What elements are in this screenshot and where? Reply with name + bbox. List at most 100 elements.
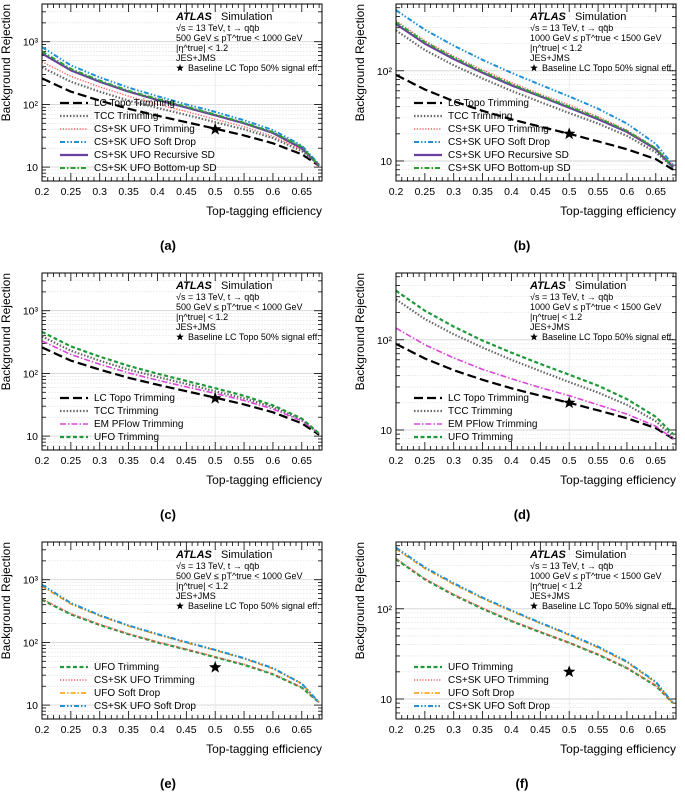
x-tick-label: 0.2 <box>35 455 50 467</box>
series-group <box>42 330 320 436</box>
x-tick-label: 0.25 <box>61 186 82 198</box>
x-tick-label: 0.6 <box>620 724 635 736</box>
x-tick-label: 0.45 <box>530 186 551 198</box>
legend-label: TCC Trimming <box>94 111 158 122</box>
x-tick-label: 0.6 <box>620 455 635 467</box>
panel-label: (a) <box>160 238 176 253</box>
info-line: √s = 13 TeV, t → qq̄b <box>176 292 259 302</box>
legend-star-icon <box>530 602 538 610</box>
x-tick-label: 0.2 <box>35 186 50 198</box>
info-line: 500 GeV ≤ pT^true < 1000 GeV <box>176 33 303 43</box>
x-tick-label: 0.4 <box>504 186 519 198</box>
legend-label: UFO Soft Drop <box>448 688 515 699</box>
atlas-label: ATLAS <box>529 11 567 23</box>
legend-label: CS+SK UFO Trimming <box>94 675 195 686</box>
y-tick-label: 10² <box>377 335 393 347</box>
info-line: JES+JMS <box>530 591 570 601</box>
x-tick-label: 0.65 <box>292 455 313 467</box>
panel-f: 0.2 0.25 0.3 0.35 0.4 0.45 0.5 0.55 0.6 0.65 10 10²… <box>353 541 677 791</box>
y-tick-label: 10² <box>377 66 393 78</box>
y-axis-label: Background Rejection <box>0 273 13 390</box>
x-tick-label: 0.2 <box>389 455 404 467</box>
series-line-cssktrim <box>42 598 320 704</box>
y-tick-label: 10² <box>23 368 39 380</box>
y-tick-label: 10³ <box>23 575 39 587</box>
legend-label: CS+SK UFO Bottom-up SD <box>94 163 217 174</box>
legend-label: CS+SK UFO Soft Drop <box>94 701 196 712</box>
y-tick-label: 10 <box>26 700 38 712</box>
x-tick-label: 0.4 <box>150 724 165 736</box>
panel-d: 0.2 0.25 0.3 0.35 0.4 0.45 0.5 0.55 0.6 0.65 10 10²… <box>353 272 677 522</box>
legend-label: UFO Trimming <box>94 662 159 673</box>
info-line: JES+JMS <box>176 591 216 601</box>
plot-frame <box>41 541 323 720</box>
legend-label: CS+SK UFO Recursive SD <box>448 150 569 161</box>
baseline-star-marker <box>209 660 222 673</box>
series-group <box>396 289 674 440</box>
plot-frame <box>41 272 323 451</box>
x-tick-label: 0.55 <box>234 455 255 467</box>
atlas-label: ATLAS <box>529 549 567 561</box>
info-line: JES+JMS <box>530 53 570 63</box>
legend-label: UFO Trimming <box>448 432 513 443</box>
simulation-label: Simulation <box>221 549 272 561</box>
legend-label: CS+SK UFO Bottom-up SD <box>448 163 571 174</box>
series-group <box>396 9 674 171</box>
x-axis-label: Top-tagging efficiency <box>206 204 322 218</box>
x-tick-label: 0.5 <box>208 186 223 198</box>
series-line-cssktrim <box>396 20 674 166</box>
series-line-lc <box>42 77 320 167</box>
x-tick-label: 0.3 <box>446 455 461 467</box>
legend-label: TCC Trimming <box>448 111 512 122</box>
legend-label: LC Topo Trimming <box>94 98 175 109</box>
y-tick-label: 10² <box>23 637 39 649</box>
x-tick-label: 0.55 <box>588 724 609 736</box>
simulation-label: Simulation <box>221 11 272 23</box>
legend-label: CS+SK UFO Trimming <box>448 124 549 135</box>
y-tick-label: 10³ <box>23 306 39 318</box>
panel-e: 0.2 0.25 0.3 0.35 0.4 0.45 0.5 0.55 0.6 0.65 10 10²… <box>0 541 323 791</box>
info-line: |η^true| < 1.2 <box>530 312 582 322</box>
series-line-tcc <box>42 66 320 166</box>
legend-label: LC Topo Trimming <box>448 393 529 404</box>
series-group <box>42 583 320 704</box>
baseline-star-marker <box>209 122 222 135</box>
x-tick-label: 0.35 <box>472 186 493 198</box>
y-tick-label: 10 <box>380 425 392 437</box>
series-line-csskdrop <box>396 9 674 166</box>
star-legend-label: Baseline LC Topo 50% signal eff. <box>188 63 320 73</box>
x-tick-label: 0.45 <box>530 455 551 467</box>
star-legend-label: Baseline LC Topo 50% signal eff. <box>188 332 320 342</box>
panel-label: (b) <box>514 238 531 253</box>
series-line-csskdrop <box>396 546 674 704</box>
x-tick-label: 0.4 <box>150 186 165 198</box>
x-tick-label: 0.65 <box>646 455 667 467</box>
info-line: √s = 13 TeV, t → qq̄b <box>176 561 259 571</box>
x-tick-label: 0.2 <box>389 186 404 198</box>
x-tick-label: 0.3 <box>92 186 107 198</box>
x-tick-label: 0.65 <box>646 186 667 198</box>
x-tick-label: 0.4 <box>150 455 165 467</box>
x-axis-label: Top-tagging efficiency <box>560 742 676 756</box>
x-tick-label: 0.45 <box>176 455 197 467</box>
info-line: √s = 13 TeV, t → qq̄b <box>530 561 613 571</box>
x-tick-label: 0.25 <box>61 455 82 467</box>
info-line: |η^true| < 1.2 <box>530 581 582 591</box>
x-tick-label: 0.55 <box>234 186 255 198</box>
panel-label: (d) <box>514 507 531 522</box>
x-tick-label: 0.25 <box>415 455 436 467</box>
y-tick-label: 10² <box>377 604 393 616</box>
series-line-ufo <box>396 289 674 435</box>
x-tick-label: 0.45 <box>176 186 197 198</box>
x-tick-label: 0.3 <box>92 455 107 467</box>
panel-c: 0.2 0.25 0.3 0.35 0.4 0.45 0.5 0.55 0.6 0.65 10 10²… <box>0 272 323 522</box>
x-tick-label: 0.6 <box>266 455 281 467</box>
x-tick-label: 0.35 <box>118 186 139 198</box>
x-axis-label: Top-tagging efficiency <box>560 204 676 218</box>
legend-label: UFO Soft Drop <box>94 688 161 699</box>
x-tick-label: 0.5 <box>562 724 577 736</box>
legend-label: CS+SK UFO Trimming <box>448 675 549 686</box>
x-tick-label: 0.2 <box>389 724 404 736</box>
series-group <box>396 546 674 704</box>
